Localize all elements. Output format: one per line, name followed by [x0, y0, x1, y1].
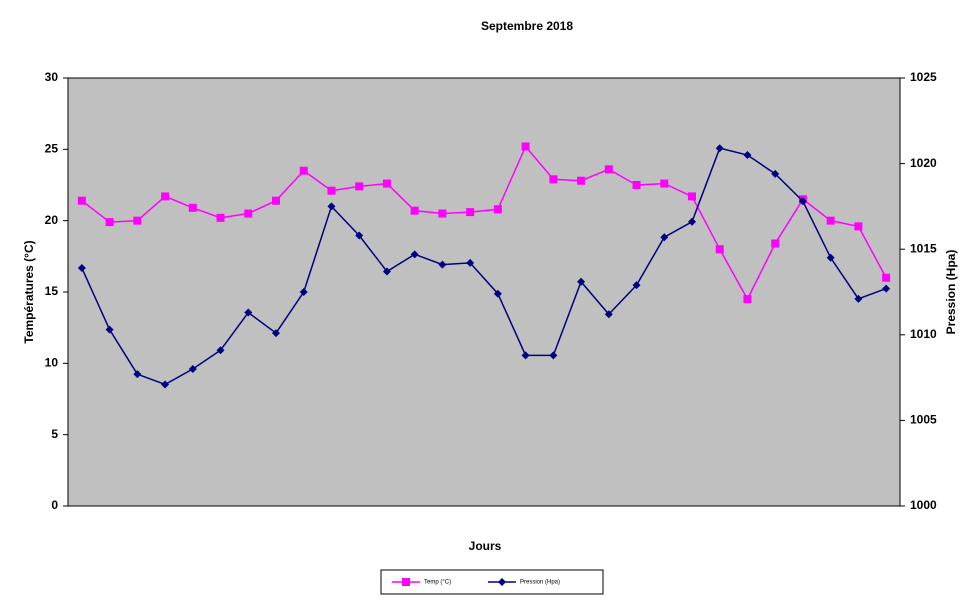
- marker: [402, 578, 410, 586]
- marker: [660, 233, 669, 242]
- marker: [493, 205, 502, 214]
- marker: [715, 245, 724, 254]
- marker: [521, 142, 530, 151]
- marker: [355, 231, 364, 240]
- marker: [355, 182, 364, 191]
- marker: [882, 273, 891, 282]
- marker: [133, 370, 142, 379]
- marker: [188, 203, 197, 212]
- y-tick-label: 25: [45, 142, 59, 156]
- marker: [382, 267, 391, 276]
- y2-tick-label: 1020: [910, 156, 937, 170]
- marker: [493, 289, 502, 298]
- marker: [382, 179, 391, 188]
- series-line: [81, 147, 887, 386]
- marker: [438, 260, 447, 269]
- marker: [577, 277, 586, 286]
- marker: [632, 281, 641, 290]
- marker: [743, 295, 752, 304]
- y-tick-label: 10: [45, 356, 59, 370]
- marker: [327, 186, 336, 195]
- y-tick-label: 20: [45, 213, 59, 227]
- marker: [272, 196, 280, 205]
- marker: [299, 166, 308, 175]
- y-tick-label: 15: [45, 284, 59, 298]
- marker: [299, 288, 308, 296]
- marker: [244, 209, 253, 218]
- series-line: [81, 145, 887, 301]
- y2-tick-label: 1005: [910, 413, 937, 427]
- marker: [632, 181, 641, 189]
- x-axis-label: Jours: [469, 539, 502, 553]
- marker: [77, 196, 86, 205]
- marker: [549, 351, 558, 360]
- marker: [466, 208, 475, 217]
- marker: [577, 176, 586, 185]
- marker: [715, 144, 724, 153]
- y-tick-label: 30: [45, 70, 59, 84]
- marker: [105, 218, 114, 227]
- marker: [688, 217, 696, 226]
- y2-tick-label: 1025: [910, 70, 937, 84]
- marker: [798, 197, 807, 206]
- marker: [188, 365, 197, 374]
- y-axis-label: Températures (°C): [22, 240, 36, 343]
- marker: [216, 346, 225, 355]
- marker: [438, 209, 447, 218]
- marker: [498, 578, 506, 586]
- y2-tick-label: 1015: [910, 241, 937, 255]
- marker: [105, 325, 114, 334]
- marker: [216, 213, 225, 222]
- marker: [133, 216, 142, 225]
- marker: [660, 179, 669, 188]
- marker: [244, 308, 253, 317]
- y2-tick-label: 1000: [910, 498, 937, 512]
- marker: [161, 380, 170, 389]
- chart-title: Septembre 2018: [481, 19, 573, 33]
- marker: [77, 264, 86, 273]
- marker: [743, 151, 752, 160]
- marker: [161, 192, 170, 201]
- marker: [771, 239, 780, 248]
- marker: [272, 329, 280, 338]
- marker: [521, 351, 530, 360]
- y-tick-label: 0: [51, 498, 58, 512]
- marker: [826, 253, 835, 262]
- marker: [771, 169, 780, 178]
- legend-label: Pression (Hpa): [520, 580, 560, 586]
- marker: [688, 192, 696, 201]
- y2-tick-label: 1010: [910, 327, 937, 341]
- marker: [882, 284, 891, 293]
- y-tick-label: 5: [51, 427, 58, 441]
- y2-axis-label: Pression (Hpa): [944, 250, 958, 335]
- marker: [410, 206, 419, 215]
- marker: [826, 216, 835, 225]
- marker: [327, 202, 336, 211]
- marker: [466, 258, 475, 267]
- marker: [604, 310, 613, 319]
- marker: [854, 222, 863, 231]
- marker: [549, 175, 558, 184]
- marker: [854, 294, 863, 303]
- plot-area: [67, 77, 901, 507]
- legend-label: Temp (°C): [424, 580, 451, 586]
- marker: [604, 165, 613, 174]
- marker: [410, 250, 419, 259]
